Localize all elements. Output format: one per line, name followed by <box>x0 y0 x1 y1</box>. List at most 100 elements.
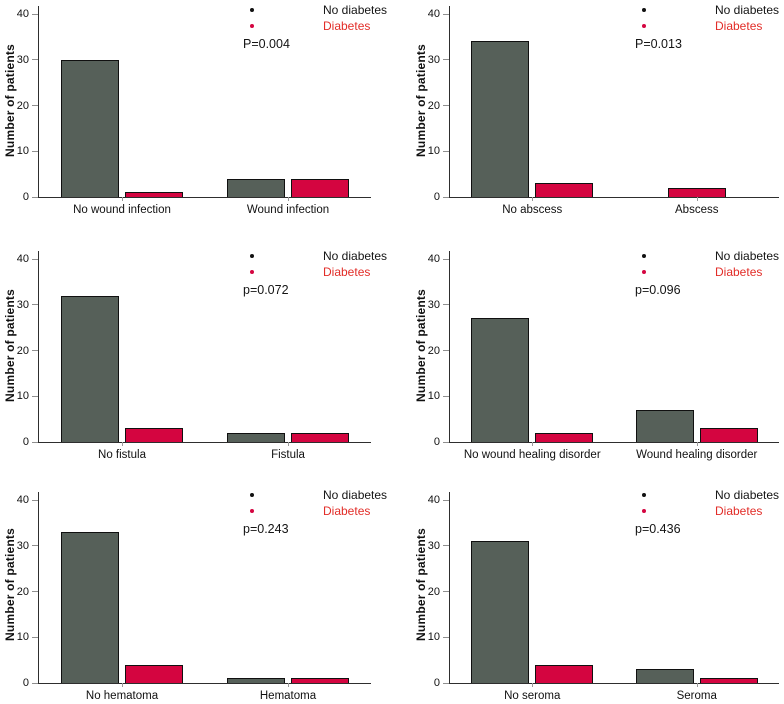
no-diabetes-marker-icon <box>250 493 254 497</box>
x-tick-mark <box>288 197 289 201</box>
y-tick-mark-20 <box>32 591 38 592</box>
x-tick-mark <box>696 683 698 687</box>
legend-label-no-diabetes: No diabetes <box>323 3 388 17</box>
bar-group-no-fistula <box>39 251 205 442</box>
y-tick-label-30: 30 <box>427 53 440 66</box>
chart-panel-wound-infection: Number of patients 0 10 20 30 40 No wound inf… <box>0 0 392 235</box>
legend-entry-no-diabetes: No diabetes <box>238 2 390 18</box>
y-tick-mark-10 <box>443 395 449 397</box>
legend: No diabetes Diabetes p=0.072 <box>238 248 390 297</box>
y-tick-mark-10 <box>32 636 38 638</box>
diabetes-marker-icon <box>250 24 254 28</box>
bar-group-no-wound-infection <box>39 6 205 197</box>
x-tick-mark <box>696 197 698 201</box>
y-tick-label-0: 0 <box>22 436 29 448</box>
legend-label-no-diabetes: No diabetes <box>715 488 780 502</box>
diabetes-bar <box>535 432 594 442</box>
y-tick-label-0: 0 <box>433 191 440 203</box>
y-tick-label-30: 30 <box>427 298 440 311</box>
legend-label-diabetes: Diabetes <box>323 504 371 518</box>
y-tick-mark-30 <box>32 545 38 547</box>
y-tick-label-10: 10 <box>427 631 440 644</box>
no-diabetes-bar <box>635 409 694 442</box>
diabetes-bar <box>667 187 726 197</box>
plot-area: 0 10 20 30 40 No seroma Seroma <box>428 492 780 702</box>
x-category-label: No wound healing disorder <box>463 449 601 461</box>
y-tick-mark-0 <box>443 682 449 684</box>
legend-entry-diabetes: Diabetes <box>630 503 782 519</box>
no-diabetes-bar <box>227 678 285 683</box>
bar-group-seroma <box>615 492 780 683</box>
chart-panel-wound-healing-disorder: Number of patients 0 10 20 30 40 No wound hea… <box>392 235 784 470</box>
plot-area: 0 10 20 30 40 No hematoma Hematoma <box>17 492 371 702</box>
legend-label-diabetes: Diabetes <box>323 19 371 33</box>
y-tick-mark-40 <box>443 499 449 501</box>
no-diabetes-bar <box>61 532 119 683</box>
legend-label-no-diabetes: No diabetes <box>715 249 780 263</box>
y-tick-mark-20 <box>32 105 38 106</box>
no-diabetes-bar <box>471 41 530 197</box>
p-value-label: p=0.436 <box>635 522 681 536</box>
x-category-label: Wound healing disorder <box>636 449 758 461</box>
x-tick-mark <box>532 442 534 446</box>
x-category-label: No abscess <box>502 204 563 216</box>
diabetes-bar <box>699 678 758 683</box>
y-tick-label-10: 10 <box>16 390 29 403</box>
x-category-label: No wound infection <box>73 204 171 216</box>
bar-group-no-abscess <box>450 6 615 197</box>
legend-label-diabetes: Diabetes <box>323 265 371 279</box>
no-diabetes-marker-icon <box>250 254 254 258</box>
no-diabetes-bar <box>227 178 285 197</box>
legend-label-diabetes: Diabetes <box>715 265 763 279</box>
y-tick-label-10: 10 <box>16 631 29 644</box>
no-diabetes-bar <box>227 432 285 442</box>
legend: No diabetes Diabetes P=0.013 <box>630 2 782 51</box>
y-tick-mark-40 <box>32 258 38 260</box>
legend-entry-no-diabetes: No diabetes <box>238 248 390 264</box>
y-tick-label-10: 10 <box>16 145 29 158</box>
y-tick-label-20: 20 <box>427 344 440 357</box>
y-tick-label-0: 0 <box>433 677 440 689</box>
diabetes-bar <box>291 178 349 197</box>
bar-group-hematoma <box>205 492 371 683</box>
x-tick-mark <box>122 683 123 687</box>
x-category-label: Seroma <box>676 690 717 702</box>
y-tick-label-10: 10 <box>427 390 440 403</box>
chart-panel-fistula: Number of patients 0 10 20 30 40 No fistula Fi… <box>0 235 392 470</box>
legend-entry-no-diabetes: No diabetes <box>630 248 782 264</box>
chart-panel-hematoma: Number of patients 0 10 20 30 40 No hematoma H… <box>0 470 392 704</box>
bar-group-no-wound-healing-disorder <box>450 251 615 442</box>
legend-label-no-diabetes: No diabetes <box>715 3 780 17</box>
x-tick-mark <box>288 442 289 446</box>
legend: No diabetes Diabetes p=0.243 <box>238 487 390 536</box>
diabetes-marker-icon <box>250 270 254 274</box>
diabetes-marker-icon <box>642 24 646 28</box>
y-tick-mark-10 <box>32 395 38 397</box>
x-tick-mark <box>532 683 534 687</box>
x-tick-mark <box>288 683 289 687</box>
y-tick-label-20: 20 <box>16 99 29 112</box>
legend-entry-no-diabetes: No diabetes <box>630 487 782 503</box>
y-tick-mark-0 <box>32 441 38 443</box>
y-tick-label-0: 0 <box>22 191 29 203</box>
bar-group-no-hematoma <box>39 492 205 683</box>
x-category-label: Hematoma <box>259 690 317 702</box>
no-diabetes-bar <box>61 59 119 197</box>
no-diabetes-marker-icon <box>642 8 646 12</box>
diabetes-bar <box>535 664 594 683</box>
legend-label-diabetes: Diabetes <box>715 19 763 33</box>
bar-group-wound-infection <box>205 6 371 197</box>
diabetes-marker-icon <box>642 509 646 513</box>
y-tick-label-30: 30 <box>16 539 29 552</box>
y-tick-mark-30 <box>32 59 38 61</box>
y-tick-label-40: 40 <box>16 494 29 506</box>
legend: No diabetes Diabetes p=0.436 <box>630 487 782 536</box>
p-value-label: p=0.096 <box>635 283 681 297</box>
y-tick-label-30: 30 <box>16 53 29 66</box>
diabetes-bar <box>125 664 183 683</box>
legend: No diabetes Diabetes P=0.004 <box>238 2 390 51</box>
y-tick-mark-0 <box>443 196 449 198</box>
x-tick-mark <box>122 197 123 201</box>
y-tick-label-40: 40 <box>16 253 29 265</box>
